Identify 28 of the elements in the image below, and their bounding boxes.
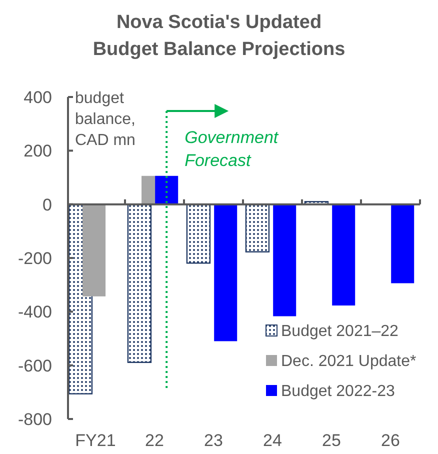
bar <box>186 204 211 264</box>
y-tick-label: -200 <box>18 249 52 268</box>
legend-label: Budget 2022-23 <box>281 383 395 400</box>
x-tick-label: 23 <box>204 431 223 450</box>
legend-label: Dec. 2021 Update* <box>281 353 416 370</box>
x-tick-label: 24 <box>263 431 282 450</box>
bar <box>82 204 106 296</box>
bar <box>245 204 270 252</box>
ref-line-label: Government Forecast <box>184 128 280 170</box>
legend-label: Budget 2021–22 <box>281 323 399 340</box>
y-tick-label: 0 <box>42 195 52 214</box>
chart-title: Nova Scotia's Updated Budget Balance Projections <box>92 12 346 60</box>
y-tick-label: -600 <box>18 356 52 376</box>
bar <box>273 204 296 316</box>
bar <box>127 204 152 363</box>
y-tick-label: -400 <box>18 302 52 322</box>
bar <box>155 176 178 204</box>
bar <box>332 204 356 306</box>
y-tick-label: -800 <box>18 410 52 429</box>
bar <box>391 204 414 284</box>
bar <box>214 204 238 342</box>
x-tick-label: 22 <box>145 431 164 450</box>
y-tick-label: 200 <box>24 142 52 161</box>
y-tick-label: 400 <box>24 88 52 107</box>
x-tick-label: 25 <box>322 431 341 450</box>
x-tick-label: FY21 <box>75 431 116 450</box>
y-axis-title: budget balance, CAD mn <box>75 90 136 149</box>
x-tick-label: 26 <box>381 431 400 450</box>
